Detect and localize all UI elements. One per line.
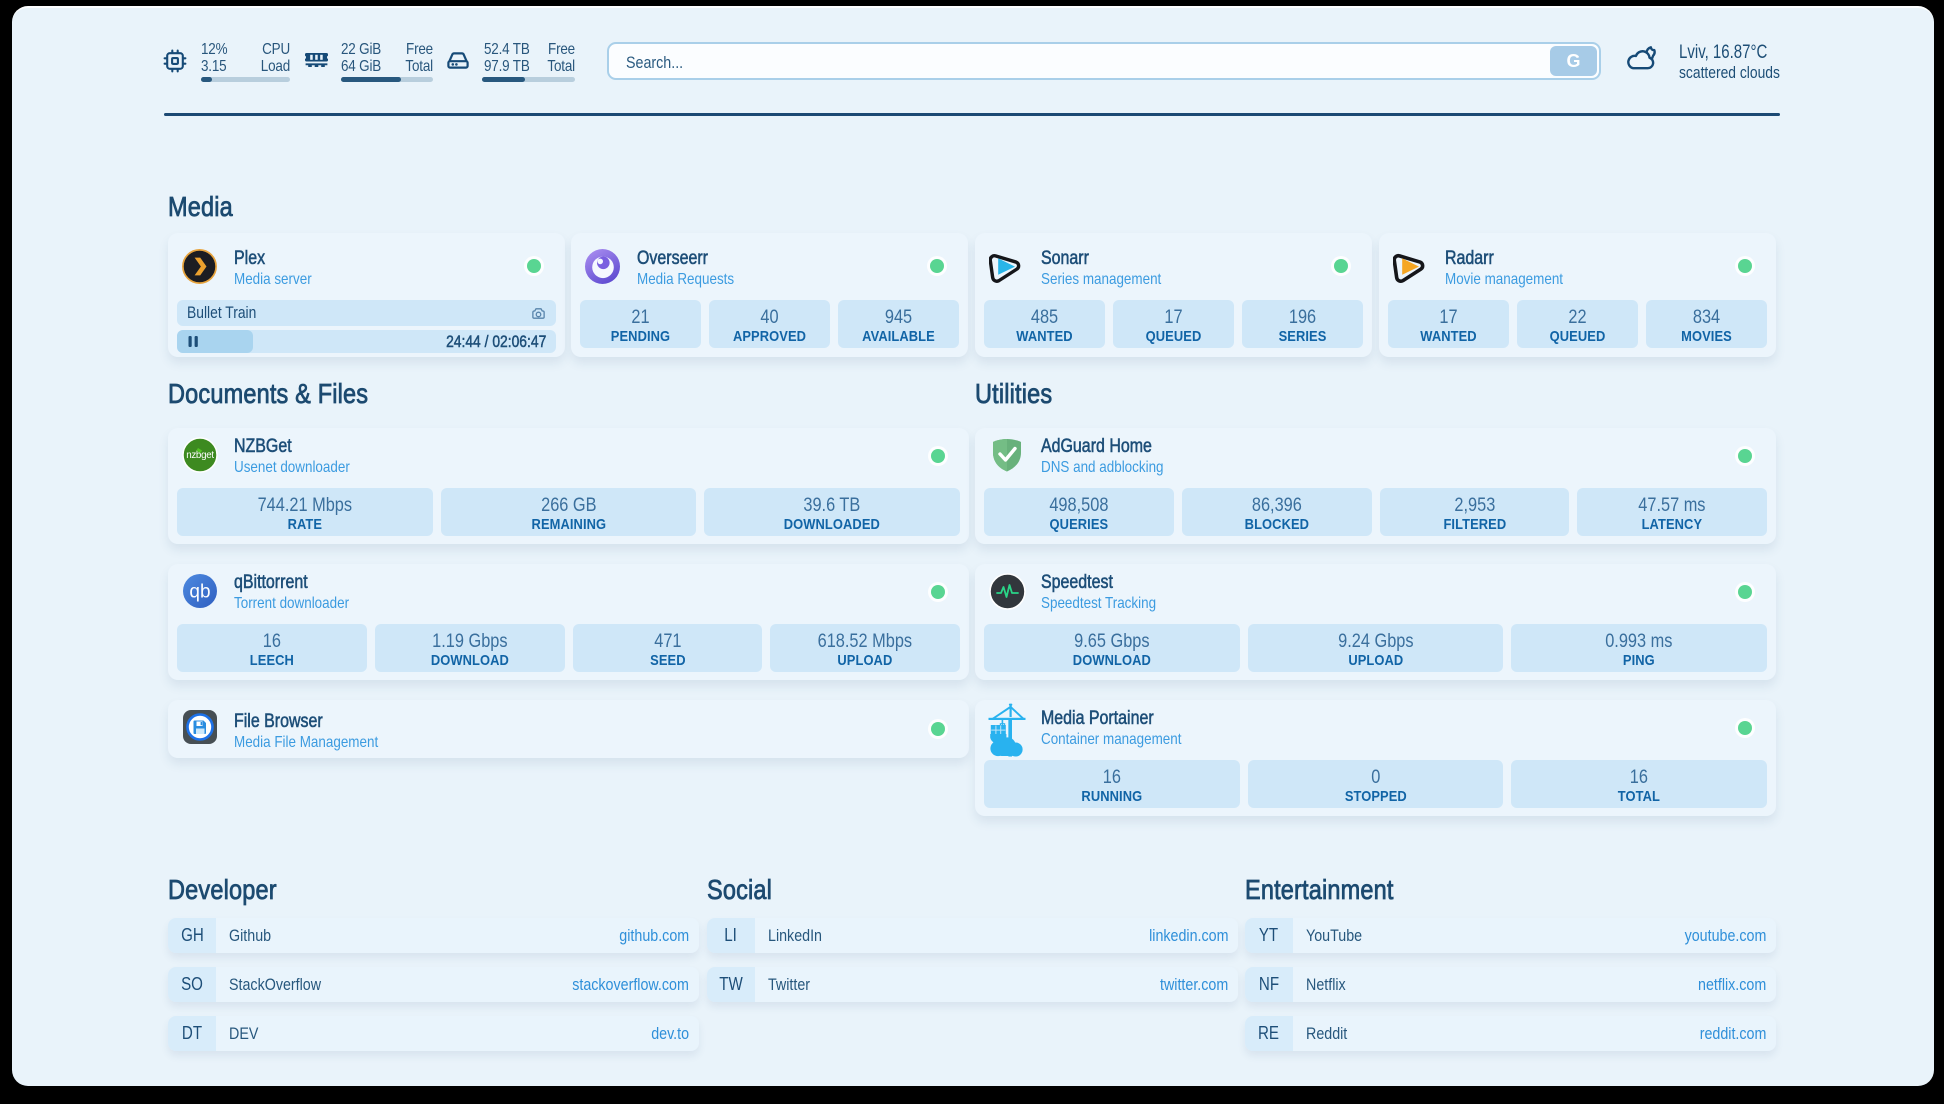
- svg-text:nzbget: nzbget: [186, 450, 214, 461]
- svg-text:qb: qb: [189, 582, 210, 603]
